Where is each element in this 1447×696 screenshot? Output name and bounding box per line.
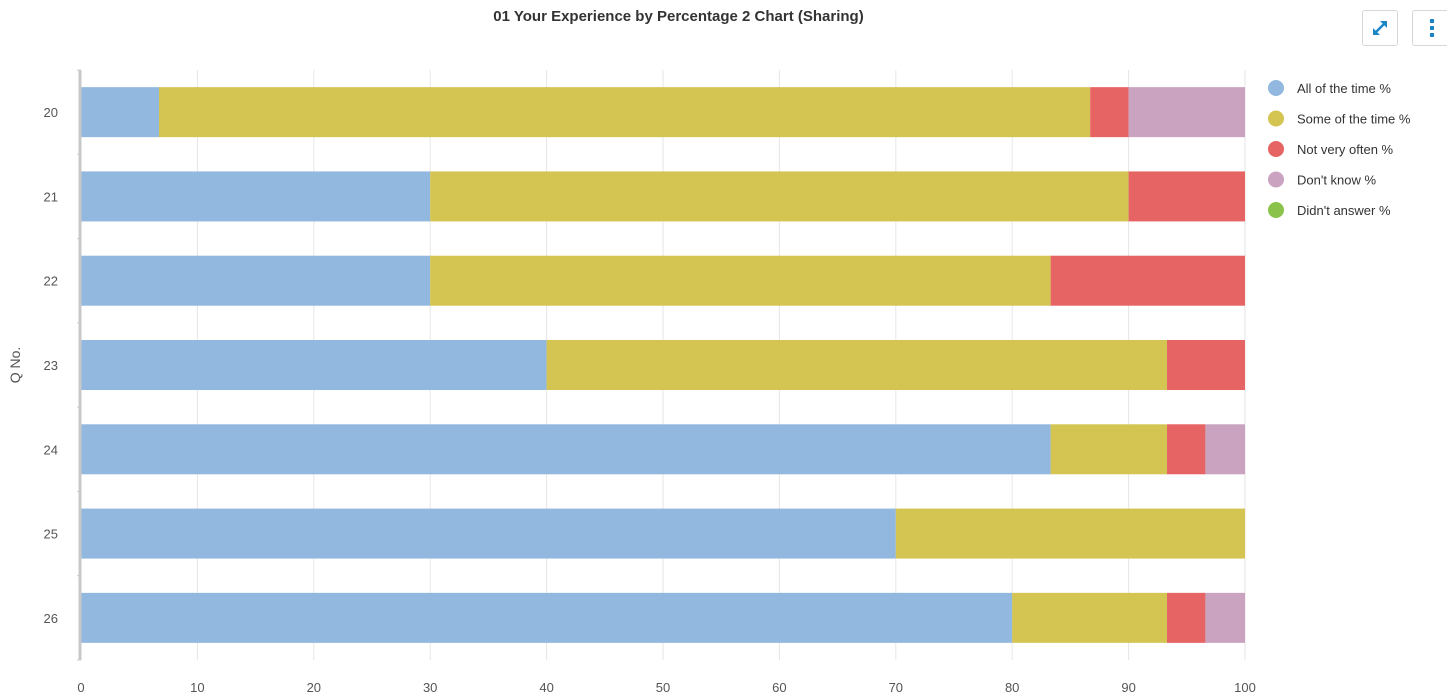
bar-segment[interactable]: [81, 171, 431, 222]
legend-label: Some of the time %: [1297, 112, 1411, 127]
bar-segment[interactable]: [81, 340, 547, 390]
x-tick-label: 30: [423, 680, 437, 695]
bar-segment[interactable]: [81, 508, 896, 559]
y-axis-title: Q No.: [7, 347, 23, 384]
x-tick-label: 90: [1121, 680, 1135, 695]
y-tick-label: 26: [44, 611, 58, 626]
bar-segment[interactable]: [1167, 592, 1206, 643]
bar-segment[interactable]: [546, 340, 1168, 390]
bar-segment[interactable]: [1205, 592, 1245, 643]
legend-item[interactable]: Didn't answer %: [1268, 202, 1391, 218]
expand-arrows-icon: [1373, 21, 1387, 35]
y-tick-label: 24: [44, 442, 58, 457]
y-tick-label: 21: [44, 189, 58, 204]
vertical-dots-icon: [1430, 19, 1434, 37]
bar-segment[interactable]: [81, 424, 1051, 475]
bar-segment[interactable]: [1128, 171, 1245, 222]
legend-label: Don't know %: [1297, 173, 1377, 188]
legend: All of the time % Some of the time % Not v…: [1268, 80, 1411, 218]
chart-menu-button[interactable]: [1412, 10, 1447, 46]
x-tick-label: 0: [77, 680, 84, 695]
legend-marker: [1268, 141, 1284, 157]
x-tick-label: 10: [190, 680, 204, 695]
bar-segment[interactable]: [1090, 87, 1129, 138]
bar-segment[interactable]: [1167, 424, 1206, 475]
legend-item[interactable]: All of the time %: [1268, 80, 1391, 96]
bar-segment[interactable]: [430, 255, 1051, 306]
bar-segment[interactable]: [1167, 340, 1245, 390]
bar-segment[interactable]: [1050, 424, 1168, 475]
chart-title: 01 Your Experience by Percentage 2 Chart…: [493, 8, 864, 25]
bar-segment[interactable]: [158, 87, 1091, 138]
bar-segment[interactable]: [81, 592, 1013, 643]
bar-segment[interactable]: [1012, 592, 1168, 643]
bar-segment[interactable]: [430, 171, 1129, 222]
x-tick-label: 100: [1234, 680, 1256, 695]
y-tick-label: 23: [44, 358, 58, 373]
legend-marker: [1268, 202, 1284, 218]
bar-segment[interactable]: [1050, 255, 1245, 306]
y-tick-label: 20: [44, 105, 58, 120]
bar-segment[interactable]: [81, 255, 431, 306]
y-tick-label: 25: [44, 527, 58, 542]
y-tick-label: 22: [44, 274, 58, 289]
legend-marker: [1268, 110, 1284, 127]
expand-button[interactable]: [1362, 10, 1398, 46]
legend-label: All of the time %: [1297, 81, 1391, 96]
bar-segment[interactable]: [1205, 424, 1245, 475]
x-tick-label: 70: [889, 680, 903, 695]
legend-label: Didn't answer %: [1297, 203, 1391, 218]
x-tick-label: 50: [656, 680, 670, 695]
legend-item[interactable]: Don't know %: [1268, 171, 1377, 188]
bar-segment[interactable]: [1128, 87, 1245, 138]
bar-segment[interactable]: [81, 87, 159, 138]
legend-item[interactable]: Not very often %: [1268, 141, 1394, 157]
x-tick-label: 80: [1005, 680, 1019, 695]
bar-segment[interactable]: [895, 508, 1245, 559]
legend-marker: [1268, 80, 1284, 96]
x-tick-label: 40: [539, 680, 553, 695]
x-tick-label: 20: [307, 680, 321, 695]
legend-marker: [1268, 171, 1284, 188]
bars: [81, 87, 1245, 643]
legend-item[interactable]: Some of the time %: [1268, 110, 1411, 127]
axes: 0 10 20 30 40 50 60 70 80 90 100 20 21 22 23 24 25 26: [44, 69, 1256, 695]
legend-label: Not very often %: [1297, 142, 1394, 157]
x-tick-label: 60: [772, 680, 786, 695]
